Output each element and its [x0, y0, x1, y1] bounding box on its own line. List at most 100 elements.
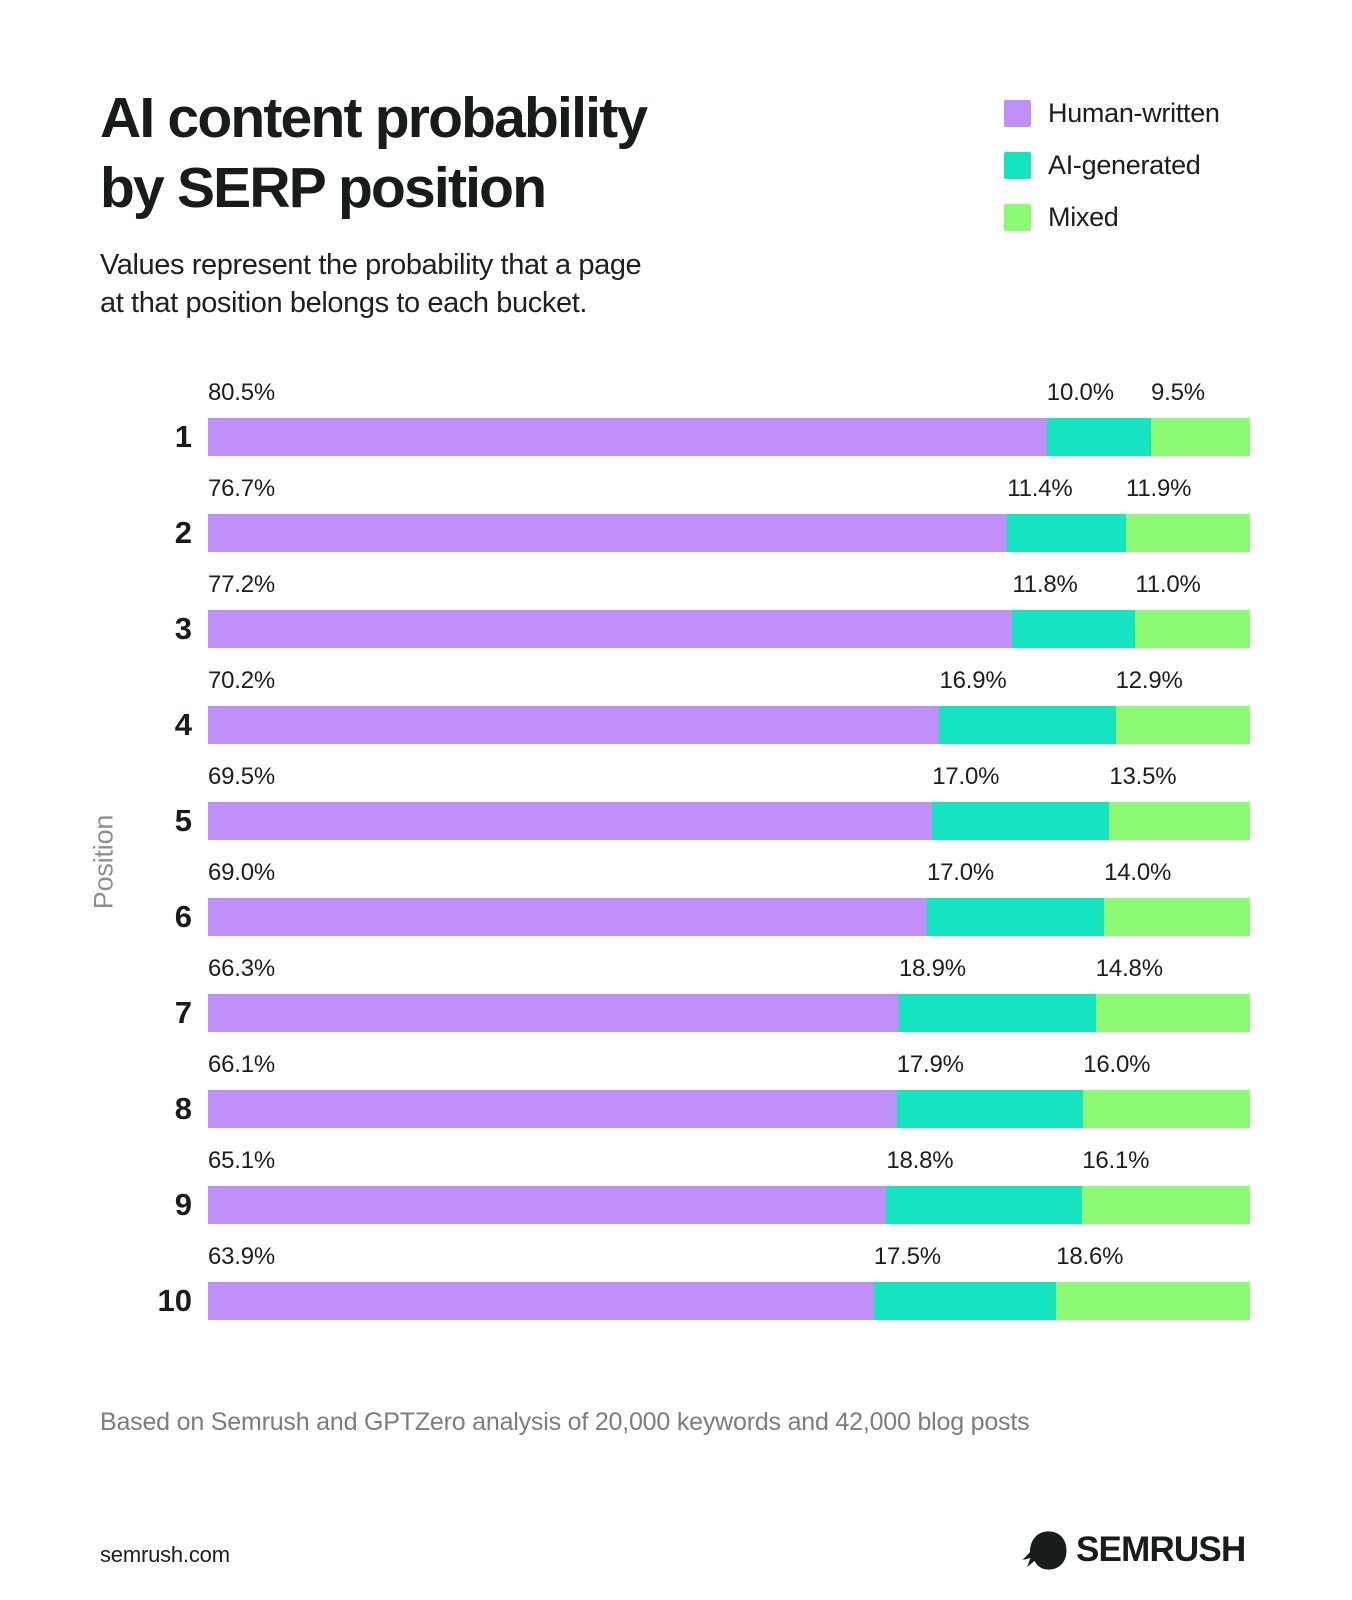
- chart-row: 10 63.9% 17.5% 18.6%: [158, 1243, 1250, 1339]
- value-label-human: 70.2%: [208, 667, 276, 694]
- value-labels: 65.1% 18.8% 16.1%: [208, 1147, 1250, 1174]
- bar-segment-human: [208, 1090, 897, 1128]
- bar-segment-ai: [873, 1282, 1057, 1320]
- source-footnote: Based on Semrush and GPTZero analysis of…: [100, 1408, 1030, 1436]
- value-label-ai: 17.0%: [932, 763, 1000, 790]
- title-line-2: by SERP position: [100, 155, 547, 220]
- value-label-ai: 17.5%: [873, 1243, 941, 1270]
- semrush-logo: SEMRUSH: [1022, 1530, 1246, 1570]
- legend-item-ai: AI-generated: [1004, 150, 1220, 181]
- position-label: 1: [174, 419, 192, 454]
- position-label: 9: [174, 1187, 192, 1222]
- stacked-bar: [208, 610, 1250, 648]
- bar-segment-ai: [886, 1186, 1083, 1224]
- value-label-human: 65.1%: [208, 1147, 276, 1174]
- legend-item-mixed: Mixed: [1004, 202, 1220, 233]
- value-labels: 69.5% 17.0% 13.5%: [208, 763, 1250, 790]
- value-label-human: 66.3%: [208, 955, 276, 982]
- chart-row: 9 65.1% 18.8% 16.1%: [175, 1147, 1250, 1243]
- value-label-mixed: 16.1%: [1082, 1147, 1150, 1174]
- bar-segment-mixed: [1115, 706, 1250, 744]
- chart-row: 6 69.0% 17.0% 14.0%: [175, 859, 1250, 955]
- legend-swatch: [1004, 204, 1031, 231]
- bar-segment-mixed: [1082, 1186, 1250, 1224]
- bar-segment-human: [208, 1282, 874, 1320]
- bar-segment-mixed: [1056, 1282, 1250, 1320]
- value-label-human: 80.5%: [208, 379, 276, 406]
- position-label: 2: [174, 515, 192, 550]
- value-label-mixed: 9.5%: [1151, 379, 1205, 406]
- chart-row: 8 66.1% 17.9% 16.0%: [175, 1051, 1250, 1147]
- bar-segment-human: [208, 706, 940, 744]
- bar-segment-mixed: [1150, 418, 1250, 456]
- position-label: 5: [174, 803, 192, 838]
- chart-row: 5 69.5% 17.0% 13.5%: [175, 763, 1250, 859]
- bar-segment-human: [208, 994, 899, 1032]
- legend-label: Mixed: [1048, 202, 1119, 232]
- stacked-bar: [208, 1186, 1250, 1224]
- stacked-bar-chart: 1 80.5% 10.0% 9.5% 2 76.7% 11.4% 11.9%: [158, 379, 1250, 1339]
- chart-row: 2 76.7% 11.4% 11.9%: [175, 475, 1250, 571]
- value-label-ai: 17.9%: [896, 1051, 964, 1078]
- value-label-ai: 10.0%: [1046, 379, 1114, 406]
- bar-segment-human: [208, 898, 927, 936]
- subtitle-line-2: at that position belongs to each bucket.: [100, 287, 588, 320]
- bar-segment-ai: [926, 898, 1105, 936]
- value-label-human: 69.0%: [208, 859, 276, 886]
- legend-swatch: [1004, 100, 1031, 127]
- legend-label: AI-generated: [1048, 150, 1201, 180]
- value-label-human: 76.7%: [208, 475, 276, 502]
- value-label-mixed: 12.9%: [1115, 667, 1183, 694]
- chart-subtitle: Values represent the probability that a …: [100, 246, 642, 323]
- website-url: semrush.com: [100, 1542, 230, 1567]
- bar-segment-ai: [932, 802, 1110, 840]
- legend-swatch: [1004, 152, 1031, 179]
- bar-segment-human: [208, 610, 1013, 648]
- position-label: 6: [174, 899, 192, 934]
- position-label: 7: [174, 995, 192, 1030]
- value-label-human: 77.2%: [208, 571, 276, 598]
- value-label-human: 69.5%: [208, 763, 276, 790]
- bar-segment-mixed: [1095, 994, 1250, 1032]
- bar-segment-ai: [1012, 610, 1136, 648]
- stacked-bar: [208, 994, 1250, 1032]
- semrush-comet-icon: [1022, 1530, 1067, 1570]
- value-labels: 63.9% 17.5% 18.6%: [208, 1243, 1250, 1270]
- value-label-human: 66.1%: [208, 1051, 276, 1078]
- bar-segment-human: [208, 802, 933, 840]
- value-label-ai: 18.9%: [898, 955, 966, 982]
- legend-item-human: Human-written: [1004, 98, 1220, 129]
- bar-segment-ai: [898, 994, 1096, 1032]
- value-label-mixed: 11.9%: [1126, 475, 1192, 502]
- value-label-mixed: 16.0%: [1083, 1051, 1151, 1078]
- value-label-human: 63.9%: [208, 1243, 276, 1270]
- bar-segment-human: [208, 1186, 887, 1224]
- stacked-bar: [208, 898, 1250, 936]
- bar-segment-ai: [939, 706, 1116, 744]
- value-label-ai: 11.8%: [1012, 571, 1078, 598]
- legend: Human-written AI-generated Mixed: [1004, 98, 1220, 254]
- value-label-mixed: 13.5%: [1109, 763, 1177, 790]
- bar-segment-human: [208, 514, 1008, 552]
- legend-label: Human-written: [1048, 98, 1220, 128]
- bar-segment-mixed: [1104, 898, 1250, 936]
- position-label: 10: [157, 1283, 192, 1318]
- value-labels: 77.2% 11.8% 11.0%: [208, 571, 1250, 598]
- bar-segment-ai: [896, 1090, 1084, 1128]
- stacked-bar: [208, 514, 1250, 552]
- value-label-ai: 16.9%: [939, 667, 1007, 694]
- stacked-bar: [208, 1090, 1250, 1128]
- value-labels: 70.2% 16.9% 12.9%: [208, 667, 1250, 694]
- value-labels: 66.3% 18.9% 14.8%: [208, 955, 1250, 982]
- position-label: 8: [174, 1091, 192, 1126]
- value-label-mixed: 14.8%: [1095, 955, 1163, 982]
- chart-row: 4 70.2% 16.9% 12.9%: [175, 667, 1250, 763]
- value-labels: 80.5% 10.0% 9.5%: [208, 379, 1250, 406]
- value-label-ai: 11.4%: [1007, 475, 1073, 502]
- value-label-ai: 17.0%: [926, 859, 995, 886]
- bar-segment-mixed: [1135, 610, 1250, 648]
- page-title: AI content probability by SERP position: [100, 84, 648, 223]
- value-labels: 76.7% 11.4% 11.9%: [208, 475, 1250, 502]
- value-label-mixed: 18.6%: [1056, 1243, 1124, 1270]
- value-label-mixed: 14.0%: [1104, 859, 1172, 886]
